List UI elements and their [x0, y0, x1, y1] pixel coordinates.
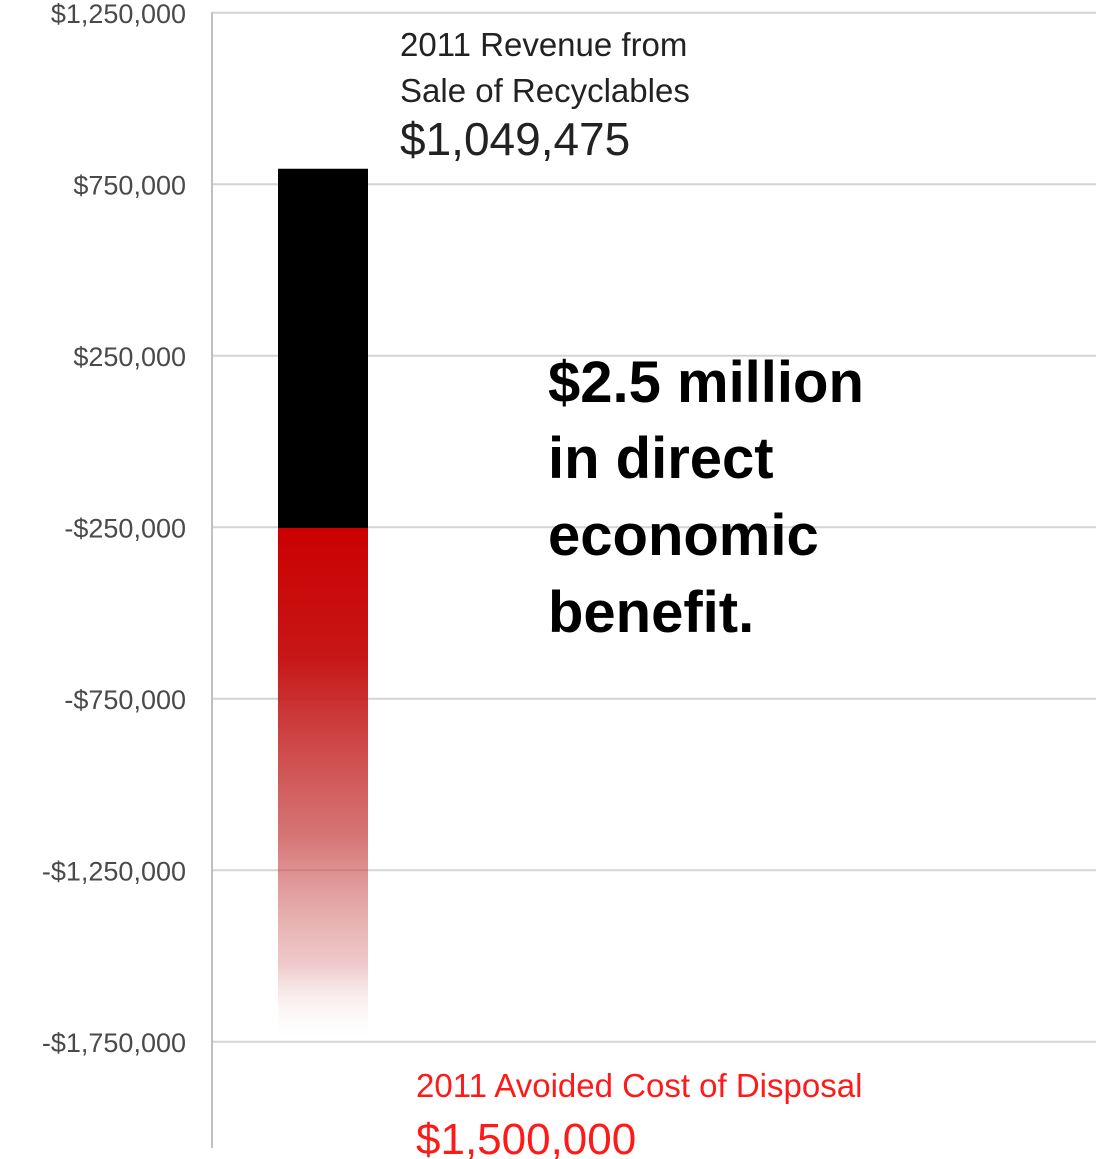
- benefit-annotation-line-1: $2.5 million: [548, 350, 864, 415]
- y-axis-tick-labels: $1,250,000 $750,000 $250,000 -$250,000 -$750…: [42, 0, 186, 1058]
- benefit-annotation-line-2: in direct: [548, 426, 774, 491]
- y-tick-label: $250,000: [73, 342, 186, 372]
- y-tick-label: $1,250,000: [51, 0, 186, 29]
- benefit-annotation-line-4: benefit.: [548, 580, 754, 645]
- y-tick-label: -$1,250,000: [42, 856, 186, 886]
- y-tick-label: $750,000: [73, 170, 186, 200]
- y-tick-label: -$750,000: [64, 685, 186, 715]
- bar-revenue: [278, 168, 368, 529]
- revenue-value-label: $1,049,475: [400, 113, 630, 165]
- revenue-label-line-2: Sale of Recyclables: [400, 72, 690, 109]
- y-tick-label: -$1,750,000: [42, 1028, 186, 1058]
- bar-avoided-cost: [278, 528, 368, 1043]
- avoided-cost-label: 2011 Avoided Cost of Disposal: [416, 1067, 862, 1104]
- y-tick-label: -$250,000: [64, 513, 186, 543]
- revenue-label-line-1: 2011 Revenue from: [400, 26, 687, 63]
- benefit-annotation-line-3: economic: [548, 503, 819, 568]
- bars: [278, 168, 368, 1043]
- avoided-cost-value-label: $1,500,000: [416, 1115, 636, 1159]
